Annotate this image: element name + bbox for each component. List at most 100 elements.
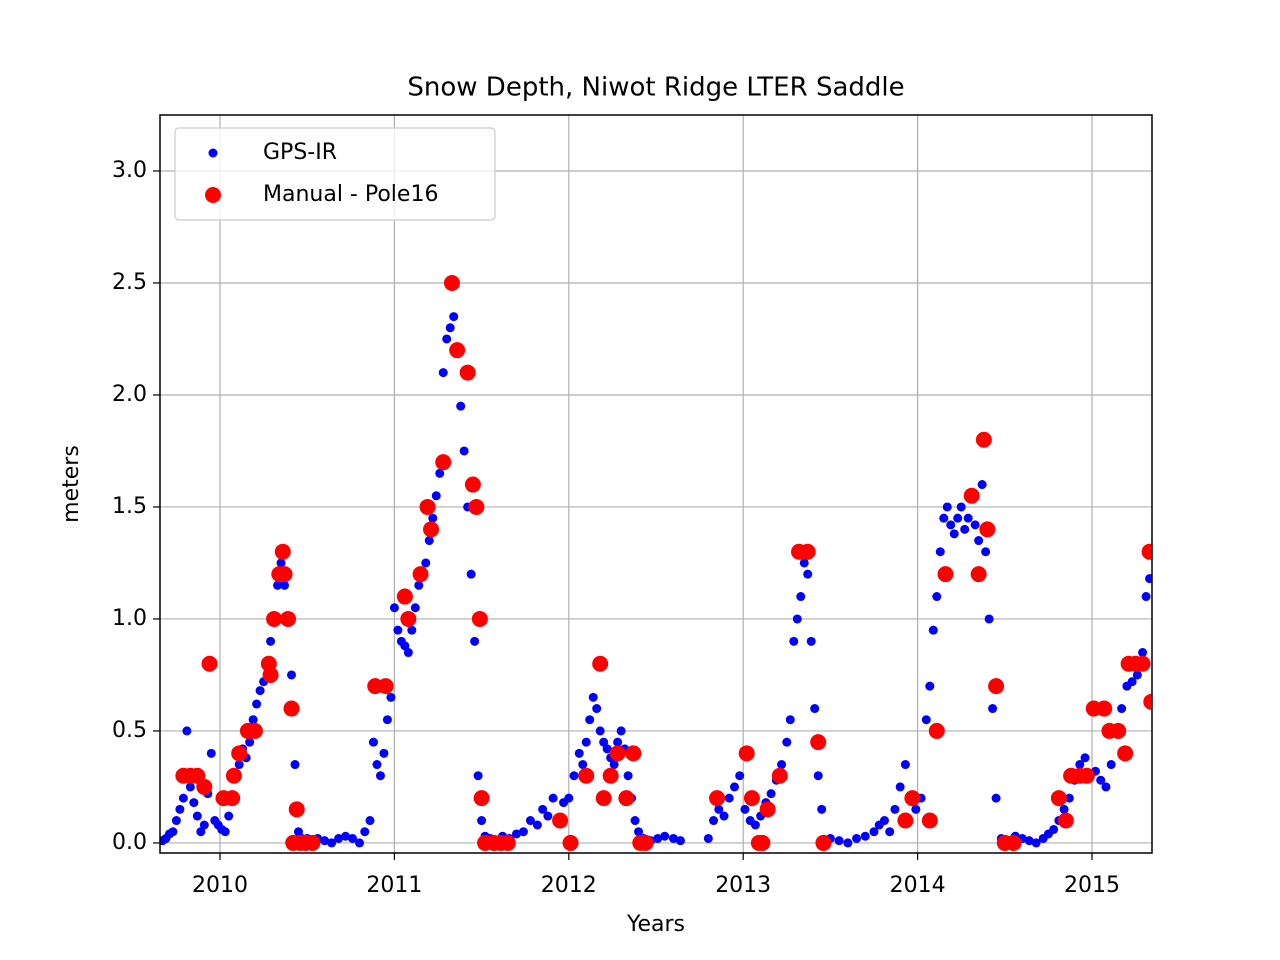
data-point [1024, 836, 1034, 846]
data-point [946, 520, 956, 530]
data-point [592, 704, 602, 714]
data-point [396, 588, 413, 605]
data-point [445, 323, 455, 333]
data-point [175, 804, 185, 814]
y-tick-label: 2.0 [112, 382, 147, 407]
data-point [578, 760, 588, 770]
data-point [293, 827, 303, 837]
data-point [360, 827, 370, 837]
data-point [637, 834, 654, 851]
data-point [970, 520, 980, 530]
data-point [921, 715, 931, 725]
data-point [602, 767, 619, 784]
data-point [935, 547, 945, 557]
data-point [1049, 824, 1059, 834]
data-point [897, 812, 914, 829]
data-point [1031, 838, 1041, 848]
data-point [953, 513, 963, 523]
data-point [904, 790, 921, 807]
data-point [182, 726, 192, 736]
data-point [750, 820, 760, 830]
data-point [443, 274, 460, 291]
data-point [196, 778, 213, 795]
data-point [449, 312, 459, 322]
data-point [895, 782, 905, 792]
grid [160, 115, 1152, 853]
data-point [286, 670, 296, 680]
data-point [937, 566, 954, 583]
data-point [192, 811, 202, 821]
data-point [988, 704, 998, 714]
data-point [1059, 804, 1069, 814]
data-point [963, 487, 980, 504]
data-point [625, 745, 642, 762]
data-point [928, 625, 938, 635]
data-point [925, 681, 935, 691]
data-point [1138, 648, 1148, 658]
data-point [234, 760, 244, 770]
data-point [1106, 760, 1116, 770]
data-point [389, 603, 399, 613]
x-tick-label: 2012 [541, 873, 597, 898]
data-point [365, 816, 375, 826]
data-point [569, 771, 579, 781]
data-point [280, 580, 290, 590]
x-tick-label: 2010 [192, 873, 248, 898]
data-point [266, 636, 276, 646]
data-point [609, 745, 626, 762]
data-point [449, 342, 466, 359]
data-point [806, 636, 816, 646]
data-point [616, 726, 626, 736]
data-point [185, 782, 195, 792]
data-point [1110, 722, 1127, 739]
data-point [442, 334, 452, 344]
data-point [729, 782, 739, 792]
data-point [564, 793, 574, 803]
data-point [290, 760, 300, 770]
data-point [562, 834, 579, 851]
data-point [288, 801, 305, 818]
data-point [473, 790, 490, 807]
data-point [206, 748, 216, 758]
data-point [552, 812, 569, 829]
data-point [400, 641, 410, 651]
data-point [984, 614, 994, 624]
data-point [724, 793, 734, 803]
data-point [963, 513, 973, 523]
data-point [525, 816, 535, 826]
data-point [803, 569, 813, 579]
data-point [634, 827, 644, 837]
chart-title: Snow Depth, Niwot Ridge LTER Saddle [407, 73, 904, 103]
axes-frame [159, 114, 1153, 854]
data-point [379, 748, 389, 758]
data-point [740, 804, 750, 814]
data-point [225, 767, 242, 784]
data-point [588, 692, 598, 702]
data-point [1075, 760, 1085, 770]
x-axis-label: Years [626, 912, 685, 937]
data-point [499, 834, 516, 851]
data-point [459, 446, 469, 456]
data-point [771, 767, 788, 784]
data-point [921, 812, 938, 829]
data-point [885, 827, 895, 837]
data-point [224, 811, 234, 821]
y-tick-label: 0.0 [112, 830, 147, 855]
legend-marker [205, 187, 221, 203]
data-point [464, 476, 481, 493]
data-point [879, 816, 889, 826]
data-point [538, 804, 548, 814]
data-point [754, 834, 771, 851]
data-point [403, 648, 413, 658]
data-point [435, 454, 452, 471]
data-point [1096, 700, 1113, 717]
data-point [799, 543, 816, 560]
data-point [1127, 677, 1137, 687]
data-point [456, 401, 466, 411]
data-point [304, 834, 321, 851]
data-point [171, 816, 181, 826]
data-point [578, 767, 595, 784]
data-point [759, 801, 776, 818]
data-point [220, 827, 230, 837]
data-point [792, 614, 802, 624]
